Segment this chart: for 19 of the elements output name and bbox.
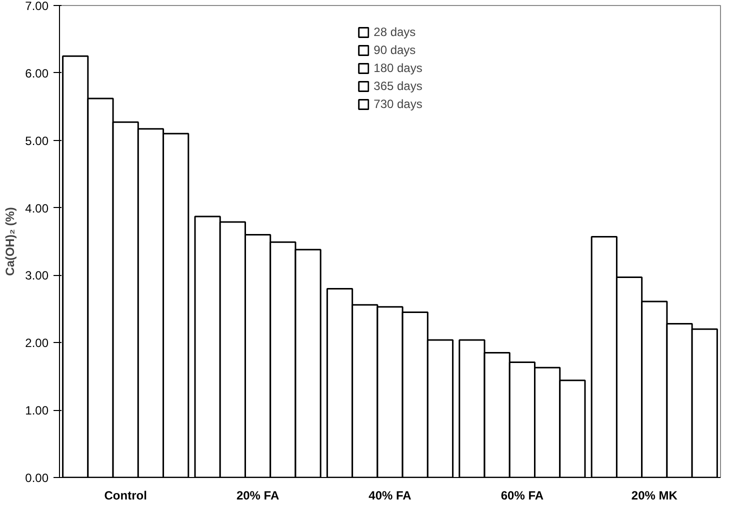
y-tick-label: 2.00 [25,336,49,350]
y-tick-label: 5.00 [25,134,49,148]
y-tick-label: 7.00 [25,0,49,13]
y-tick-label: 0.00 [25,471,49,485]
legend-label: 180 days [374,61,422,75]
x-tick-label: 20% FA [236,488,280,502]
y-tick-label: 3.00 [25,268,49,283]
legend-label: 90 days [374,43,416,57]
y-tick-label: 6.00 [25,66,49,80]
x-tick-label: Control [104,488,147,502]
legend-label: 365 days [374,79,422,93]
y-axis-title: Ca(OH)₂ (%) [3,207,18,276]
x-tick-label: 60% FA [500,488,544,502]
legend-label: 730 days [374,97,422,111]
legend-label: 28 days [374,25,416,39]
x-tick-label: 40% FA [368,488,412,502]
y-tick-label: 4.00 [25,201,49,216]
x-tick-label: 20% MK [631,488,678,502]
y-tick-label: 1.00 [25,404,49,418]
